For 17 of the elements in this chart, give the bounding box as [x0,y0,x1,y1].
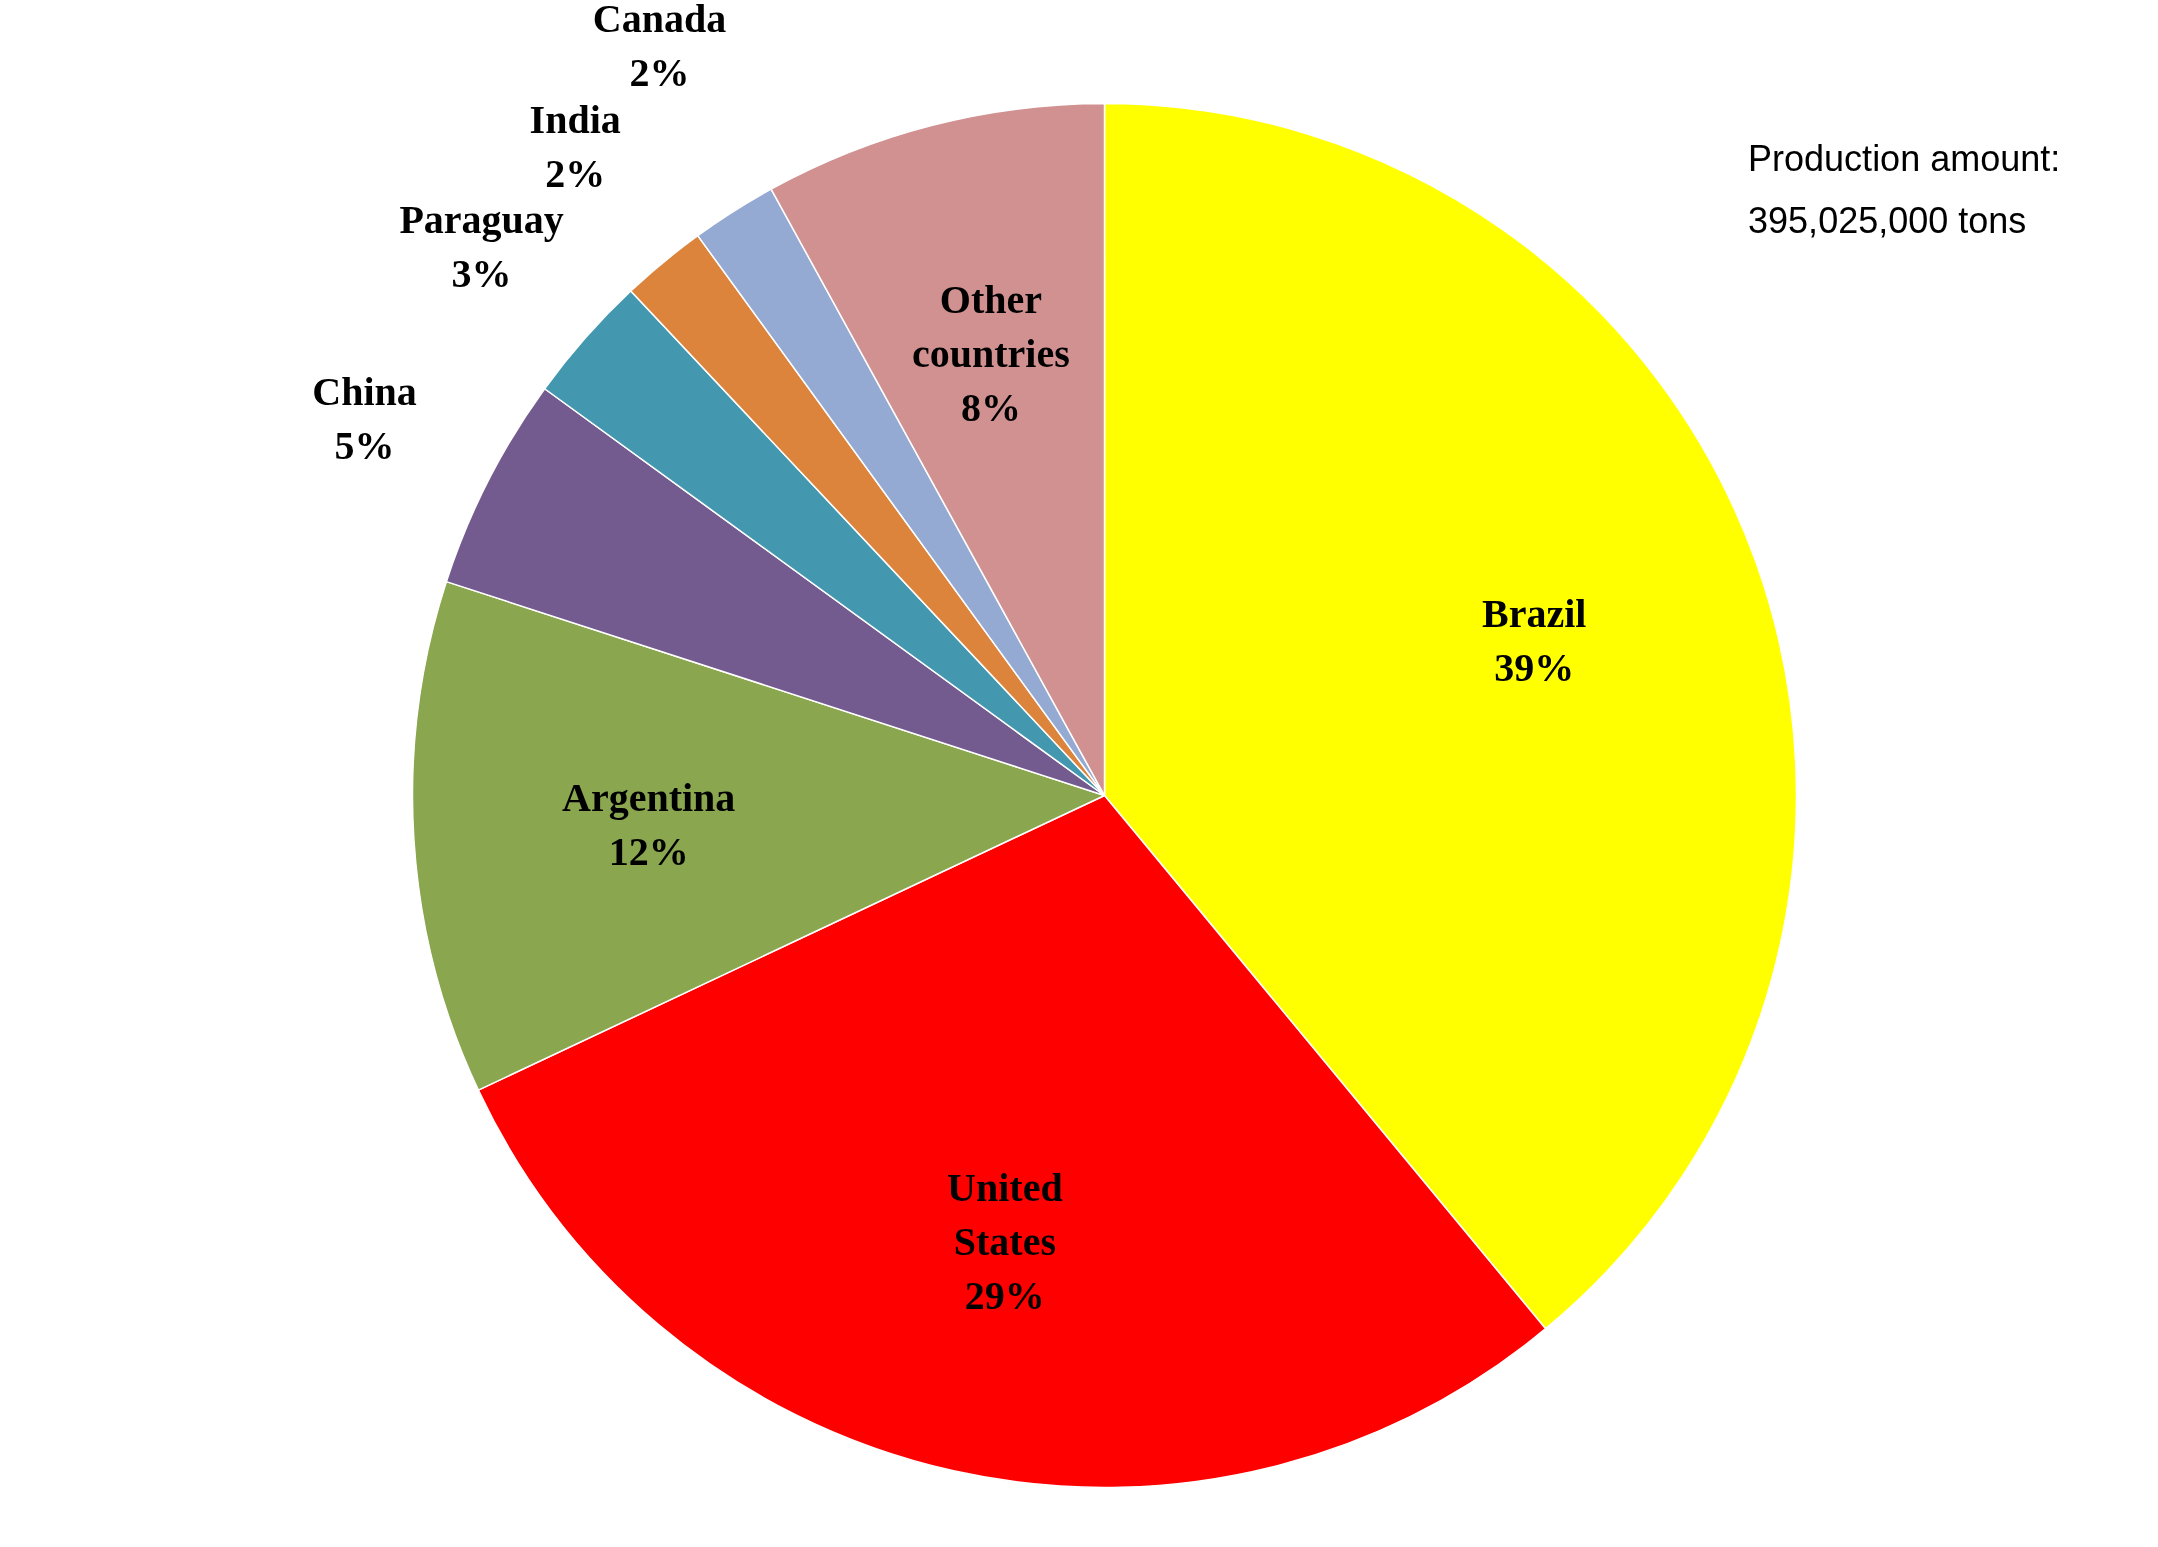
data-label: 2% [629,50,690,96]
slice-label: China [312,369,417,415]
slice-label: Paraguay [399,196,564,242]
slice-label: Canada [592,0,727,42]
text: Production amount: 395,025,000 tons [1748,138,2061,241]
data-label: 12% [608,828,689,874]
data-label: 8% [960,384,1021,430]
slice-label: Other countries [912,276,1070,376]
slice-label: Argentina [562,774,736,820]
data-label: 3% [451,250,512,296]
slice-label: Brazil [1482,591,1587,637]
data-label: 2% [545,150,606,196]
data-label: 29% [964,1272,1045,1318]
slice-label: United States [947,1164,1063,1264]
slice-label: India [529,96,621,142]
data-label: 39% [1494,645,1575,691]
data-label: 5% [334,423,395,469]
